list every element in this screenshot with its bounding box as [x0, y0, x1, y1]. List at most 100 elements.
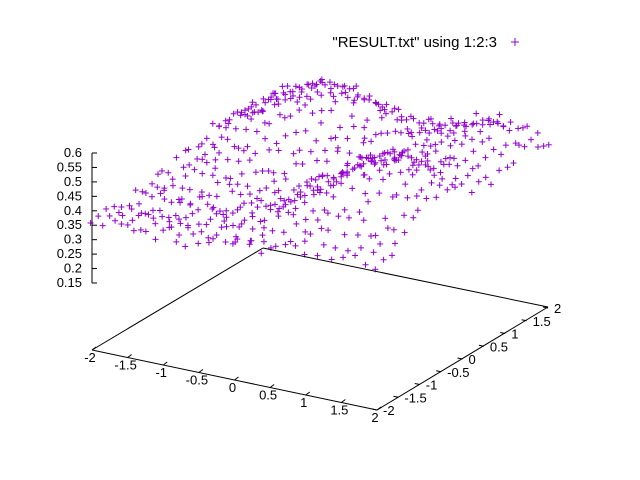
data-point [234, 181, 241, 188]
data-point [237, 112, 244, 119]
data-point [335, 213, 342, 220]
data-point [261, 119, 268, 126]
data-point [281, 114, 288, 121]
data-point [166, 218, 173, 225]
data-point [209, 172, 216, 179]
data-point [353, 83, 360, 90]
data-point [376, 153, 383, 160]
data-point [448, 115, 455, 122]
data-point [169, 182, 176, 189]
data-point [450, 155, 457, 162]
data-point [328, 256, 335, 263]
data-point [275, 213, 282, 220]
data-point [377, 107, 384, 114]
data-point [249, 225, 256, 232]
data-point [482, 174, 489, 181]
data-point [216, 149, 223, 156]
data-point [293, 220, 300, 227]
data-point [177, 220, 184, 227]
x-tick-mark [376, 406, 382, 411]
y-tick-label: 2 [554, 301, 561, 316]
data-point [451, 137, 458, 144]
data-point [545, 141, 552, 148]
data-point [130, 227, 137, 234]
x-tick-mark [341, 399, 346, 403]
z-tick-label: 0.25 [57, 246, 82, 261]
data-point [223, 207, 230, 214]
data-point [213, 210, 220, 217]
data-point [256, 187, 263, 194]
data-point [344, 160, 351, 167]
data-point [309, 80, 316, 87]
z-tick-label: 0.3 [64, 232, 82, 247]
data-point [314, 183, 321, 190]
data-point [305, 81, 312, 88]
data-point [307, 96, 314, 103]
data-point [339, 169, 346, 176]
data-point [285, 196, 292, 203]
data-point [371, 161, 378, 168]
data-point [280, 229, 287, 236]
data-point [316, 189, 323, 196]
data-point [372, 131, 379, 138]
data-point [409, 133, 416, 140]
data-point [461, 119, 468, 126]
data-point [175, 196, 182, 203]
data-point [314, 252, 321, 259]
x-tick-mark [91, 346, 97, 351]
data-point [310, 207, 317, 214]
data-point [267, 206, 274, 213]
data-point [128, 206, 135, 213]
data-point [213, 193, 220, 200]
data-point [234, 236, 241, 243]
x-tick-mark [269, 384, 275, 388]
data-point [444, 133, 451, 140]
data-point [382, 215, 389, 222]
data-point [418, 124, 425, 131]
legend: "RESULT.txt" using 1:2:3 [332, 34, 519, 51]
data-point [361, 171, 368, 178]
data-point [222, 124, 229, 131]
data-point [248, 199, 255, 206]
data-point [330, 193, 337, 200]
y-tick-label: -1 [426, 378, 438, 393]
data-point [209, 120, 216, 127]
x-tick-label: -1.5 [114, 358, 136, 373]
data-point [524, 123, 531, 130]
data-point [299, 161, 306, 168]
data-point [357, 154, 364, 161]
data-point [454, 162, 461, 169]
data-point [309, 110, 316, 117]
data-point [307, 231, 314, 238]
data-point [302, 101, 309, 108]
y-tick-label: -0.5 [447, 365, 469, 380]
data-point [194, 155, 201, 162]
data-point [344, 94, 351, 101]
legend-label: "RESULT.txt" using 1:2:3 [332, 34, 497, 51]
data-point [285, 209, 292, 216]
data-point [118, 221, 125, 228]
data-point [422, 161, 429, 168]
data-point [515, 125, 522, 132]
data-point [395, 106, 402, 113]
data-point [282, 176, 289, 183]
data-point [276, 205, 283, 212]
data-point [418, 186, 425, 193]
data-point [430, 165, 437, 172]
data-point [502, 142, 509, 149]
data-point [210, 235, 217, 242]
data-point [149, 180, 156, 187]
data-point [375, 101, 382, 108]
data-point [158, 167, 165, 174]
data-point [205, 234, 212, 241]
data-point [220, 211, 227, 218]
data-point [293, 129, 300, 136]
data-point [506, 127, 513, 134]
x-tick-label: 1.5 [330, 403, 348, 418]
data-point [473, 110, 480, 117]
data-point [185, 224, 192, 231]
y-tick-label: 0.5 [490, 339, 508, 354]
data-point [234, 206, 241, 213]
y-tick-mark [436, 370, 442, 373]
data-point [488, 181, 495, 188]
